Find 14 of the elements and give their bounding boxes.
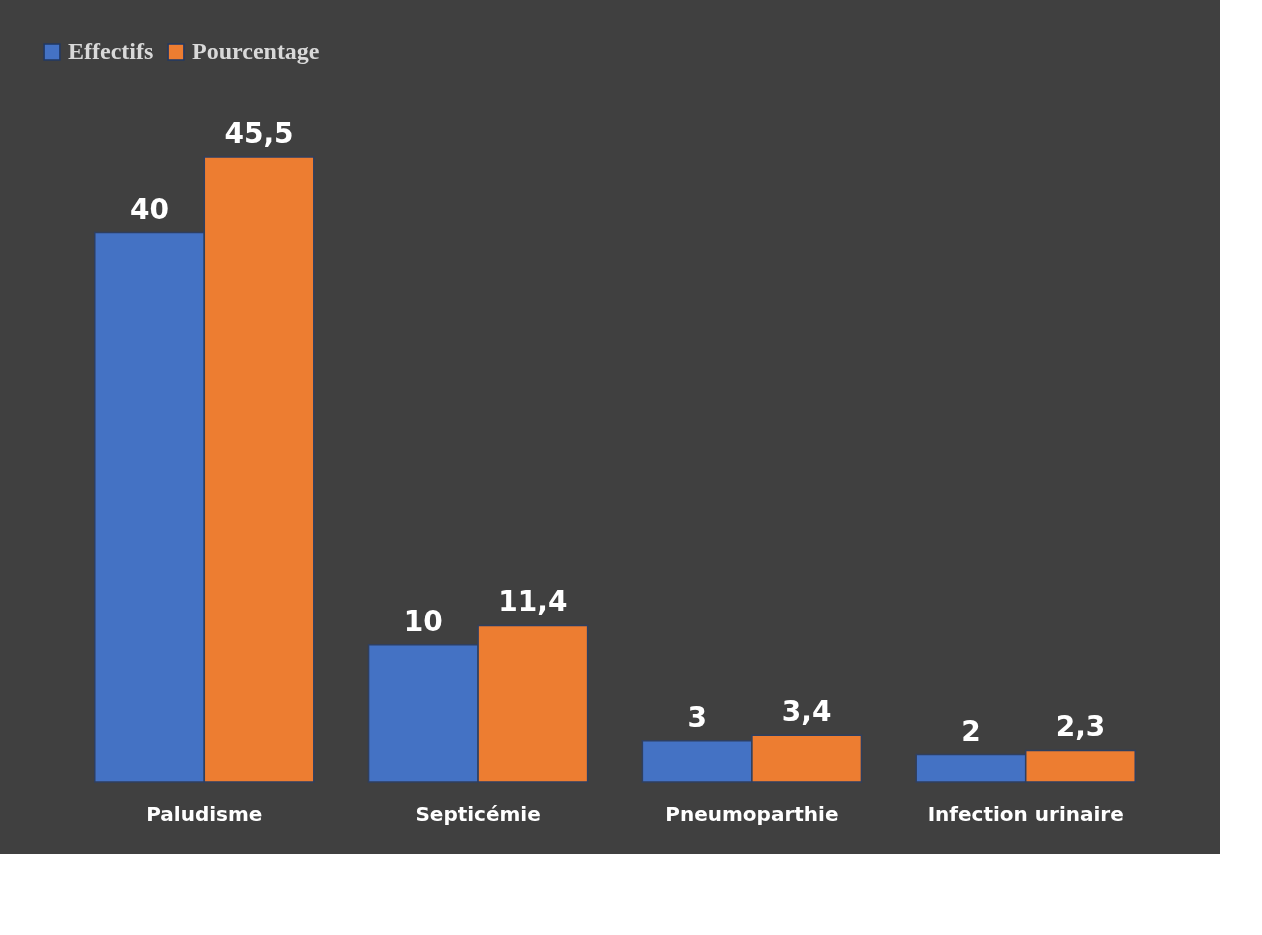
data-label: 40 (130, 192, 170, 226)
data-label: 11,4 (498, 585, 568, 619)
data-label: 2,3 (1055, 710, 1106, 744)
data-label: 3 (687, 700, 707, 734)
x-tick-label: Infection urinaire (927, 801, 1124, 826)
x-tick-label: Pneumoparthie (665, 801, 839, 826)
legend-label: Pourcentage (192, 38, 320, 64)
data-label: 45,5 (224, 117, 294, 150)
data-label: 2 (961, 714, 981, 748)
x-tick-label: Paludisme (146, 801, 263, 826)
x-tick-label: Septicémie (415, 801, 541, 826)
data-label: 3,4 (781, 695, 832, 729)
data-label: 10 (403, 604, 443, 638)
legend-label: Effectifs (68, 38, 154, 64)
